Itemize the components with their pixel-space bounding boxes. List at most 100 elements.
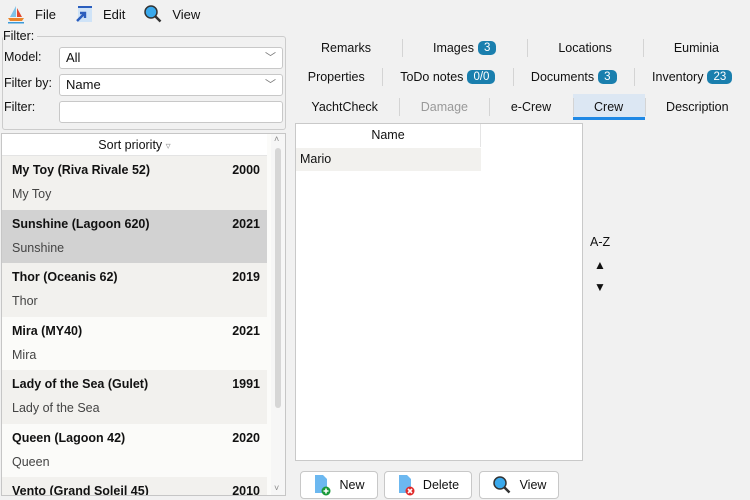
name-column-header[interactable]: Name [296, 124, 481, 147]
list-scrollbar[interactable]: ˄ ˅ [271, 134, 285, 495]
tab-todo-notes[interactable]: ToDo notes 0/0 [382, 64, 513, 90]
filter-input[interactable] [59, 101, 283, 123]
sort-priority-header[interactable]: Sort priority ▿ [2, 134, 267, 156]
tab-documents[interactable]: Documents 3 [513, 64, 634, 90]
yacht-subtitle: Thor [12, 294, 38, 308]
filter-by-value: Name [66, 77, 101, 92]
tab-label: Euminia [673, 41, 719, 55]
yacht-subtitle: Sunshine [12, 240, 65, 255]
list-item[interactable]: Mira (MY40) 2021 Mira [2, 316, 267, 370]
table-row[interactable]: Mario [296, 148, 481, 171]
yacht-subtitle: Mira [12, 347, 37, 362]
yacht-year: 2010 [232, 484, 260, 495]
tab-yachtcheck[interactable]: YachtCheck [290, 94, 399, 120]
new-button[interactable]: New [300, 471, 378, 499]
yacht-year: 2021 [232, 216, 260, 231]
tab-label: YachtCheck [311, 100, 378, 114]
view-label: View [519, 478, 547, 492]
tab-label: ToDo notes [400, 70, 464, 84]
scroll-down-icon[interactable]: ˅ [274, 483, 280, 493]
sort-icon: ▿ [165, 141, 171, 152]
magnifier-icon [492, 476, 510, 494]
menu-view-label: View [172, 6, 201, 22]
magnifier-icon [144, 5, 162, 23]
yacht-year: 1991 [232, 377, 260, 391]
tab-label: Images [432, 41, 474, 55]
edit-icon [76, 6, 92, 22]
yacht-title: Lady of the Sea (Gulet) [12, 377, 149, 391]
yacht-year: 2020 [232, 430, 260, 445]
tab-properties[interactable]: Properties [290, 64, 382, 90]
tab-label: Remarks [320, 41, 371, 55]
tab-remarks[interactable]: Remarks [290, 35, 402, 61]
yacht-title: Thor (Oceanis 62) [12, 270, 118, 284]
list-item[interactable]: Queen (Lagoon 42) 2020 Queen [2, 423, 267, 477]
tab-label: Inventory [652, 70, 704, 84]
delete-label: Delete [422, 478, 460, 492]
filter-group-label: Filter: [3, 29, 38, 43]
tab-inventory[interactable]: Inventory 23 [634, 64, 750, 90]
menu-edit-label: Edit [102, 6, 126, 22]
yacht-subtitle: My Toy [12, 187, 52, 201]
tab-locations[interactable]: Locations [527, 35, 642, 61]
count-badge: 0/0 [467, 70, 496, 84]
tab-label: Damage [420, 100, 468, 114]
tab-label: e-Crew [510, 100, 552, 114]
new-document-icon [315, 475, 331, 496]
tab-label: Crew [594, 100, 624, 114]
menu-edit[interactable]: Edit [74, 4, 125, 24]
scroll-up-icon[interactable]: ˄ [274, 134, 280, 144]
yacht-subtitle: Queen [12, 454, 50, 469]
sailboat-icon [8, 6, 24, 24]
tab-row-1: Remarks Images 3 Locations Euminia [290, 35, 750, 61]
filter-by-select[interactable]: Name ﹀ [59, 74, 283, 96]
yacht-year: 2021 [232, 323, 260, 338]
count-badge: 3 [598, 70, 617, 84]
tab-label: Properties [307, 70, 365, 84]
new-label: New [339, 478, 365, 492]
delete-document-icon [398, 475, 415, 496]
scrollbar-thumb[interactable] [275, 148, 281, 408]
tab-euminia[interactable]: Euminia [642, 35, 750, 61]
model-value: All [66, 50, 81, 65]
tab-label: Documents [530, 70, 595, 84]
filter-label: Filter: [4, 100, 36, 114]
tab-description[interactable]: Description [644, 94, 750, 120]
list-item[interactable]: Lady of the Sea (Gulet) 1991 Lady of the S… [2, 370, 267, 424]
move-up-button[interactable]: ▲ [594, 258, 606, 272]
tab-label: Locations [558, 41, 612, 55]
list-item[interactable]: Vento (Grand Soleil 45) 2010 [2, 477, 267, 495]
tab-damage[interactable]: Damage [399, 94, 489, 120]
count-badge: 23 [707, 70, 733, 84]
sort-az-label: A-Z [590, 235, 611, 249]
model-label: Model: [4, 50, 42, 64]
tab-row-3: YachtCheck Damage e-Crew Crew Description [290, 94, 750, 120]
menu-bar: File Edit View [0, 0, 750, 28]
filter-group [2, 36, 286, 130]
chevron-down-icon: ﹀ [265, 79, 276, 91]
count-badge: 3 [477, 41, 497, 55]
move-down-button[interactable]: ▼ [594, 280, 606, 294]
menu-file[interactable]: File [6, 4, 56, 24]
menu-file-label: File [35, 6, 56, 22]
yacht-year: 2000 [232, 163, 260, 177]
yacht-title: My Toy (Riva Rivale 52) [12, 163, 151, 177]
filter-by-label: Filter by: [4, 76, 52, 90]
tab-row-2: Properties ToDo notes 0/0 Documents 3 Invento… [290, 64, 750, 90]
view-button[interactable]: View [479, 471, 559, 499]
yacht-title: Vento (Grand Soleil 45) [12, 484, 149, 495]
yacht-subtitle: Lady of the Sea [12, 401, 100, 415]
yacht-title: Queen (Lagoon 42) [12, 430, 126, 445]
menu-view[interactable]: View [143, 4, 200, 24]
list-item[interactable]: Sunshine (Lagoon 620) 2021 Sunshine [2, 209, 267, 263]
model-select[interactable]: All ﹀ [59, 47, 283, 69]
yacht-title: Mira (MY40) [12, 323, 83, 338]
delete-button[interactable]: Delete [384, 471, 472, 499]
yacht-title: Sunshine (Lagoon 620) [12, 216, 150, 231]
list-item[interactable]: Thor (Oceanis 62) 2019 Thor [2, 263, 267, 317]
list-item[interactable]: My Toy (Riva Rivale 52) 2000 My Toy [2, 156, 267, 210]
yacht-list: Sort priority ▿ My Toy (Riva Rivale 52) 2… [1, 133, 286, 496]
tab-images[interactable]: Images 3 [401, 35, 527, 61]
tab-crew[interactable]: Crew [572, 94, 645, 120]
tab-e-crew[interactable]: e-Crew [489, 94, 572, 120]
